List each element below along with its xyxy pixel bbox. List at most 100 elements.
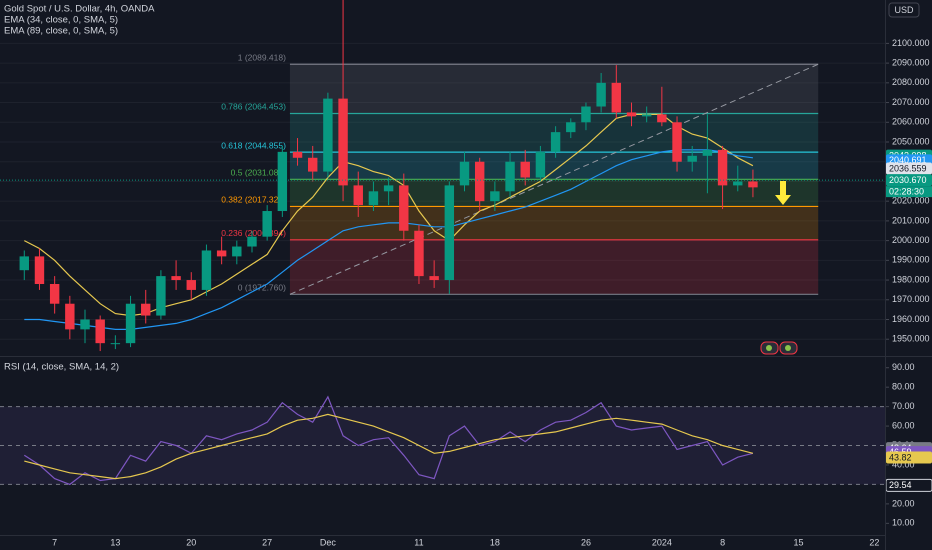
y-tick-label: 80.00 xyxy=(892,382,915,392)
y-tick-label: 10.00 xyxy=(892,518,915,528)
icon-dot xyxy=(785,345,791,351)
x-tick-label: 8 xyxy=(720,537,725,547)
y-tick-label: 2080.000 xyxy=(892,77,930,87)
x-tick-label: 26 xyxy=(581,537,591,547)
candle-body xyxy=(535,151,546,178)
y-tick-label: 1990.000 xyxy=(892,255,930,265)
y-tick-label: 2020.000 xyxy=(892,196,930,206)
candle-body xyxy=(626,112,637,117)
icon-dot xyxy=(766,345,772,351)
candle-body xyxy=(672,122,682,162)
y-tick-label: 2010.000 xyxy=(892,215,930,225)
indicator-line xyxy=(24,413,754,480)
candle-body xyxy=(353,185,363,206)
currency-box[interactable] xyxy=(888,2,920,18)
symbol-title: Gold Spot / U.S. Dollar, 4h, OANDA xyxy=(4,4,155,15)
countdown: 02:28:30 xyxy=(889,186,924,196)
candle-body xyxy=(171,276,181,281)
candle-body xyxy=(444,185,455,281)
fib-zone xyxy=(289,152,819,180)
candle-body xyxy=(474,161,485,202)
y-tick-label: 20.00 xyxy=(892,498,915,508)
candle-body xyxy=(687,155,697,162)
candle-body xyxy=(657,114,667,123)
price-tag-label: 2036.559 xyxy=(889,163,927,173)
candle-body xyxy=(459,161,470,186)
y-tick-label: 2060.000 xyxy=(892,117,930,127)
candle-body xyxy=(110,343,121,345)
x-tick-label: 22 xyxy=(869,537,879,547)
candle-body xyxy=(368,191,379,206)
price-tag xyxy=(886,174,932,187)
candle-body xyxy=(581,106,591,123)
candle-body xyxy=(566,122,576,133)
candle-body xyxy=(702,149,713,156)
y-tick-label: 90.00 xyxy=(892,362,915,372)
rsi-pane xyxy=(0,395,885,486)
rsi-title: RSI (14, close, SMA, 14, 2) xyxy=(4,362,119,373)
y-tick-label: 2000.000 xyxy=(892,235,930,245)
candle-body xyxy=(141,303,151,316)
y-tick-label: 1970.000 xyxy=(892,294,930,304)
y-tick-label: 1980.000 xyxy=(892,274,930,284)
price-tag xyxy=(886,451,932,464)
tool-icons[interactable] xyxy=(760,341,798,355)
price-tag xyxy=(886,162,932,175)
candle-body xyxy=(717,149,728,186)
x-tick-label: 2024 xyxy=(652,537,672,547)
candle-body xyxy=(216,250,227,257)
fib-label: 0 (1972.760) xyxy=(238,283,286,293)
x-tick-label: 13 xyxy=(110,537,120,547)
fib-label: 0.382 (2017.323) xyxy=(221,195,286,205)
candle-body xyxy=(399,185,409,231)
candle-body xyxy=(277,151,288,212)
candle-body xyxy=(429,276,439,281)
y-tick-label: 2090.000 xyxy=(892,57,930,67)
candle-body xyxy=(611,82,622,113)
currency: USD xyxy=(894,5,914,15)
candle-body xyxy=(292,151,303,158)
indicator-label: EMA (34, close, 0, SMA, 5) xyxy=(4,15,118,26)
candle-body xyxy=(262,211,272,237)
x-tick-label: 27 xyxy=(262,537,272,547)
candle-body xyxy=(125,303,136,344)
price-tag-label: 2030.670 xyxy=(889,175,927,185)
candle-body xyxy=(596,82,606,107)
y-tick-label: 40.00 xyxy=(892,459,915,469)
x-tick-label: 20 xyxy=(186,537,196,547)
fib-label: 0.236 (2000.394) xyxy=(221,228,286,238)
y-tick-label: 2070.000 xyxy=(892,97,930,107)
candle-body xyxy=(490,191,500,202)
candle-body xyxy=(80,319,90,330)
trend-line xyxy=(289,63,819,295)
candle-body xyxy=(65,303,75,330)
candle-body xyxy=(19,256,29,271)
candle-body xyxy=(338,98,348,186)
price-pane: 1 (2089.418) 0.786 (2064.453) 0.618 (2044.… xyxy=(0,0,885,352)
price-tag-label: 43.82 xyxy=(889,452,912,462)
y-tick-label: 1960.000 xyxy=(892,314,930,324)
candle-body xyxy=(641,114,652,117)
candle-body xyxy=(520,161,530,178)
x-tick-label: 7 xyxy=(52,537,57,547)
candle-body xyxy=(232,246,242,257)
candle-body xyxy=(247,236,257,247)
arrow-icon xyxy=(775,181,791,205)
axes: 2100.000 2090.000 2080.000 2070.000 2060.000… xyxy=(52,38,932,547)
indicator-label: EMA (89, close, 0, SMA, 5) xyxy=(4,26,118,37)
candle-body xyxy=(186,280,196,290)
candle-body xyxy=(34,256,45,284)
candle-body xyxy=(95,319,105,344)
fib-zone xyxy=(289,64,819,114)
indicator-line xyxy=(24,149,753,330)
y-tick-label: 1950.000 xyxy=(892,334,930,344)
candle-body xyxy=(49,284,60,304)
candle-body xyxy=(383,185,394,192)
fib-label: 0.618 (2044.855) xyxy=(221,140,286,150)
candle-body xyxy=(748,181,758,188)
fib-zone xyxy=(289,239,819,295)
indicator-line xyxy=(23,395,754,486)
y-tick-label: 2100.000 xyxy=(892,38,930,48)
candle-body xyxy=(505,161,515,192)
